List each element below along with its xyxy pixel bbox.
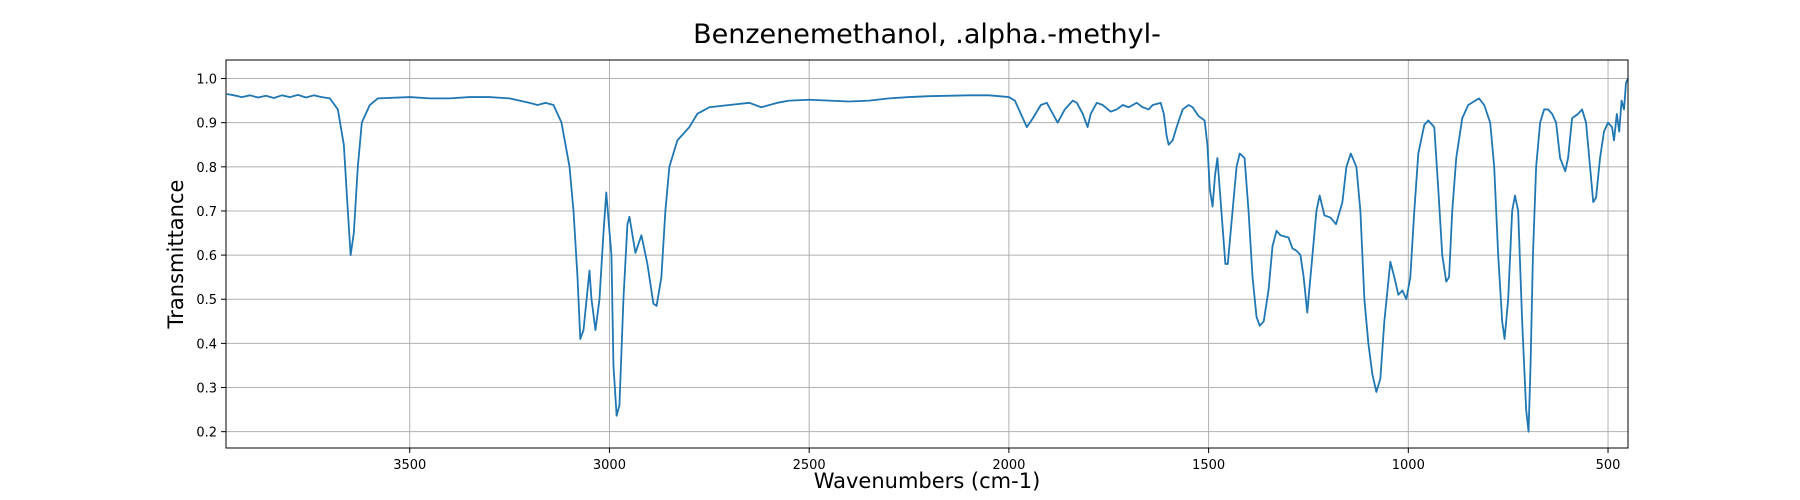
- y-axis-label: Transmittance: [164, 180, 188, 330]
- y-tick-label: 0.3: [196, 382, 217, 397]
- x-tick-label: 3000: [593, 458, 626, 473]
- y-tick-label: 0.6: [196, 249, 217, 264]
- x-tick-label: 1000: [1392, 458, 1425, 473]
- y-tick-label: 0.4: [196, 337, 217, 352]
- x-tick-label: 2000: [992, 458, 1025, 473]
- y-tick-label: 0.2: [196, 426, 217, 441]
- chart-title: Benzenemethanol, .alpha.-methyl-: [693, 19, 1161, 50]
- spectrum-line: [226, 78, 1629, 433]
- y-tick-label: 0.8: [196, 161, 217, 176]
- x-axis-label: Wavenumbers (cm-1): [814, 469, 1041, 493]
- x-tick-label: 2500: [793, 458, 826, 473]
- x-tick-label: 3500: [393, 458, 426, 473]
- y-tick-label: 1.0: [196, 73, 217, 88]
- y-tick-label: 0.9: [196, 117, 217, 132]
- y-tick-label: 0.5: [196, 293, 217, 308]
- x-tick-label: 1500: [1192, 458, 1225, 473]
- x-tick-label: 500: [1596, 458, 1621, 473]
- plot-frame: [225, 59, 1629, 449]
- y-tick-label: 0.7: [196, 205, 217, 220]
